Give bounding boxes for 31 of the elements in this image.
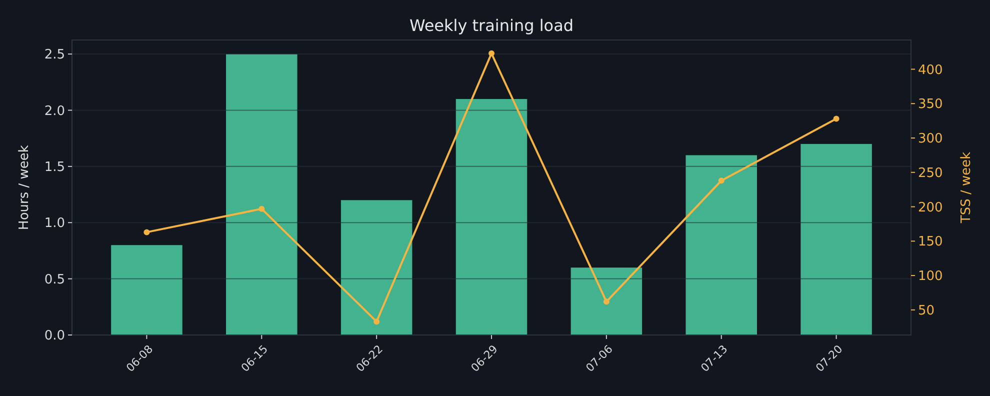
- y2-tick-label: 50: [918, 303, 935, 318]
- bar: [111, 245, 182, 335]
- bar: [570, 268, 642, 335]
- y2-tick-label: 100: [918, 269, 943, 284]
- y-tick-label: 2.5: [44, 48, 65, 63]
- y-axis-title: Hours / week: [17, 144, 32, 230]
- bar: [226, 54, 298, 335]
- y2-tick-label: 200: [918, 200, 943, 216]
- point: [488, 50, 494, 56]
- chart-title: Weekly training load: [409, 16, 574, 35]
- y2-tick-label: 250: [918, 166, 943, 181]
- bar: [340, 200, 412, 335]
- bar: [456, 99, 528, 335]
- bar: [800, 144, 872, 335]
- y2-tick-label: 400: [918, 62, 943, 78]
- bar: [686, 155, 757, 335]
- y-tick-label: 0.0: [44, 328, 65, 344]
- y2-axis-title: TSS / week: [959, 151, 974, 224]
- y2-tick-label: 350: [918, 97, 943, 112]
- y-tick-label: 1.0: [44, 216, 65, 232]
- y2-tick-label: 150: [918, 234, 943, 250]
- point: [144, 229, 150, 236]
- y-tick-label: 2.0: [44, 104, 65, 119]
- y-tick-label: 0.5: [44, 272, 65, 288]
- y-tick-label: 1.5: [44, 160, 65, 175]
- point: [833, 116, 840, 122]
- point: [603, 298, 610, 305]
- y2-tick-label: 300: [918, 132, 943, 147]
- point: [258, 206, 265, 212]
- point: [718, 178, 724, 184]
- point: [374, 318, 380, 325]
